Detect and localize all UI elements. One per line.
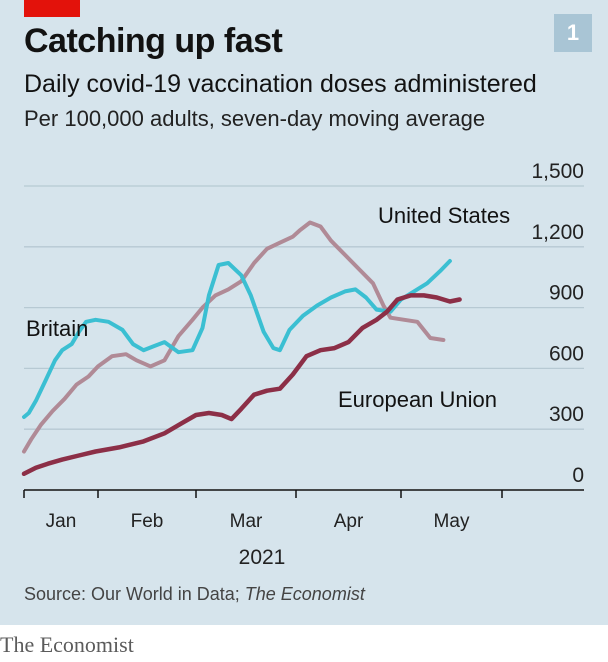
x-tick-label: Mar: [230, 511, 263, 532]
y-tick-label: 900: [549, 282, 584, 305]
x-axis-year-label: 2021: [239, 546, 286, 569]
y-tick-label: 1,500: [531, 160, 584, 183]
source-note: Source: Our World in Data; The Economist: [24, 584, 365, 605]
series-line-britain: [22, 259, 452, 419]
x-tick-label: Feb: [131, 511, 164, 532]
series-lines: [21, 220, 462, 477]
series-line-united-states: [22, 220, 446, 454]
chart-title: Catching up fast: [24, 22, 283, 60]
x-tick-label: Apr: [334, 511, 364, 532]
x-tick-label: May: [434, 511, 470, 532]
line-chart: 0 300 600 900 1,200 1,500 Jan Feb Mar Apr May Bri…: [21, 160, 584, 569]
y-tick-label: 600: [549, 342, 584, 365]
chart-panel: [0, 0, 608, 625]
red-accent-tag: [24, 0, 80, 17]
y-tick-label: 300: [549, 403, 584, 426]
series-line-european-union: [21, 293, 462, 477]
x-tick-label: Jan: [46, 511, 77, 532]
x-axis: Jan Feb Mar Apr May: [23, 490, 503, 532]
series-label-britain: Britain: [26, 316, 88, 341]
chart-description: Per 100,000 adults, seven-day moving ave…: [24, 106, 486, 131]
series-label-european-union: European Union: [338, 387, 497, 412]
y-tick-label: 1,200: [531, 221, 584, 244]
series-label-united-states: United States: [378, 203, 510, 228]
source-text: Source: Our World in Data;: [24, 584, 245, 604]
chart-number-badge: 1: [554, 14, 592, 52]
y-axis-tick-labels: 0 300 600 900 1,200 1,500: [531, 160, 584, 487]
y-tick-label: 0: [572, 464, 584, 487]
chart-subtitle: Daily covid-19 vaccination doses adminis…: [24, 70, 537, 98]
series-labels: Britain United States European Union: [26, 203, 510, 412]
gridlines: [24, 185, 584, 491]
footer-brand: The Economist: [0, 632, 134, 657]
source-publication: The Economist: [244, 584, 365, 604]
